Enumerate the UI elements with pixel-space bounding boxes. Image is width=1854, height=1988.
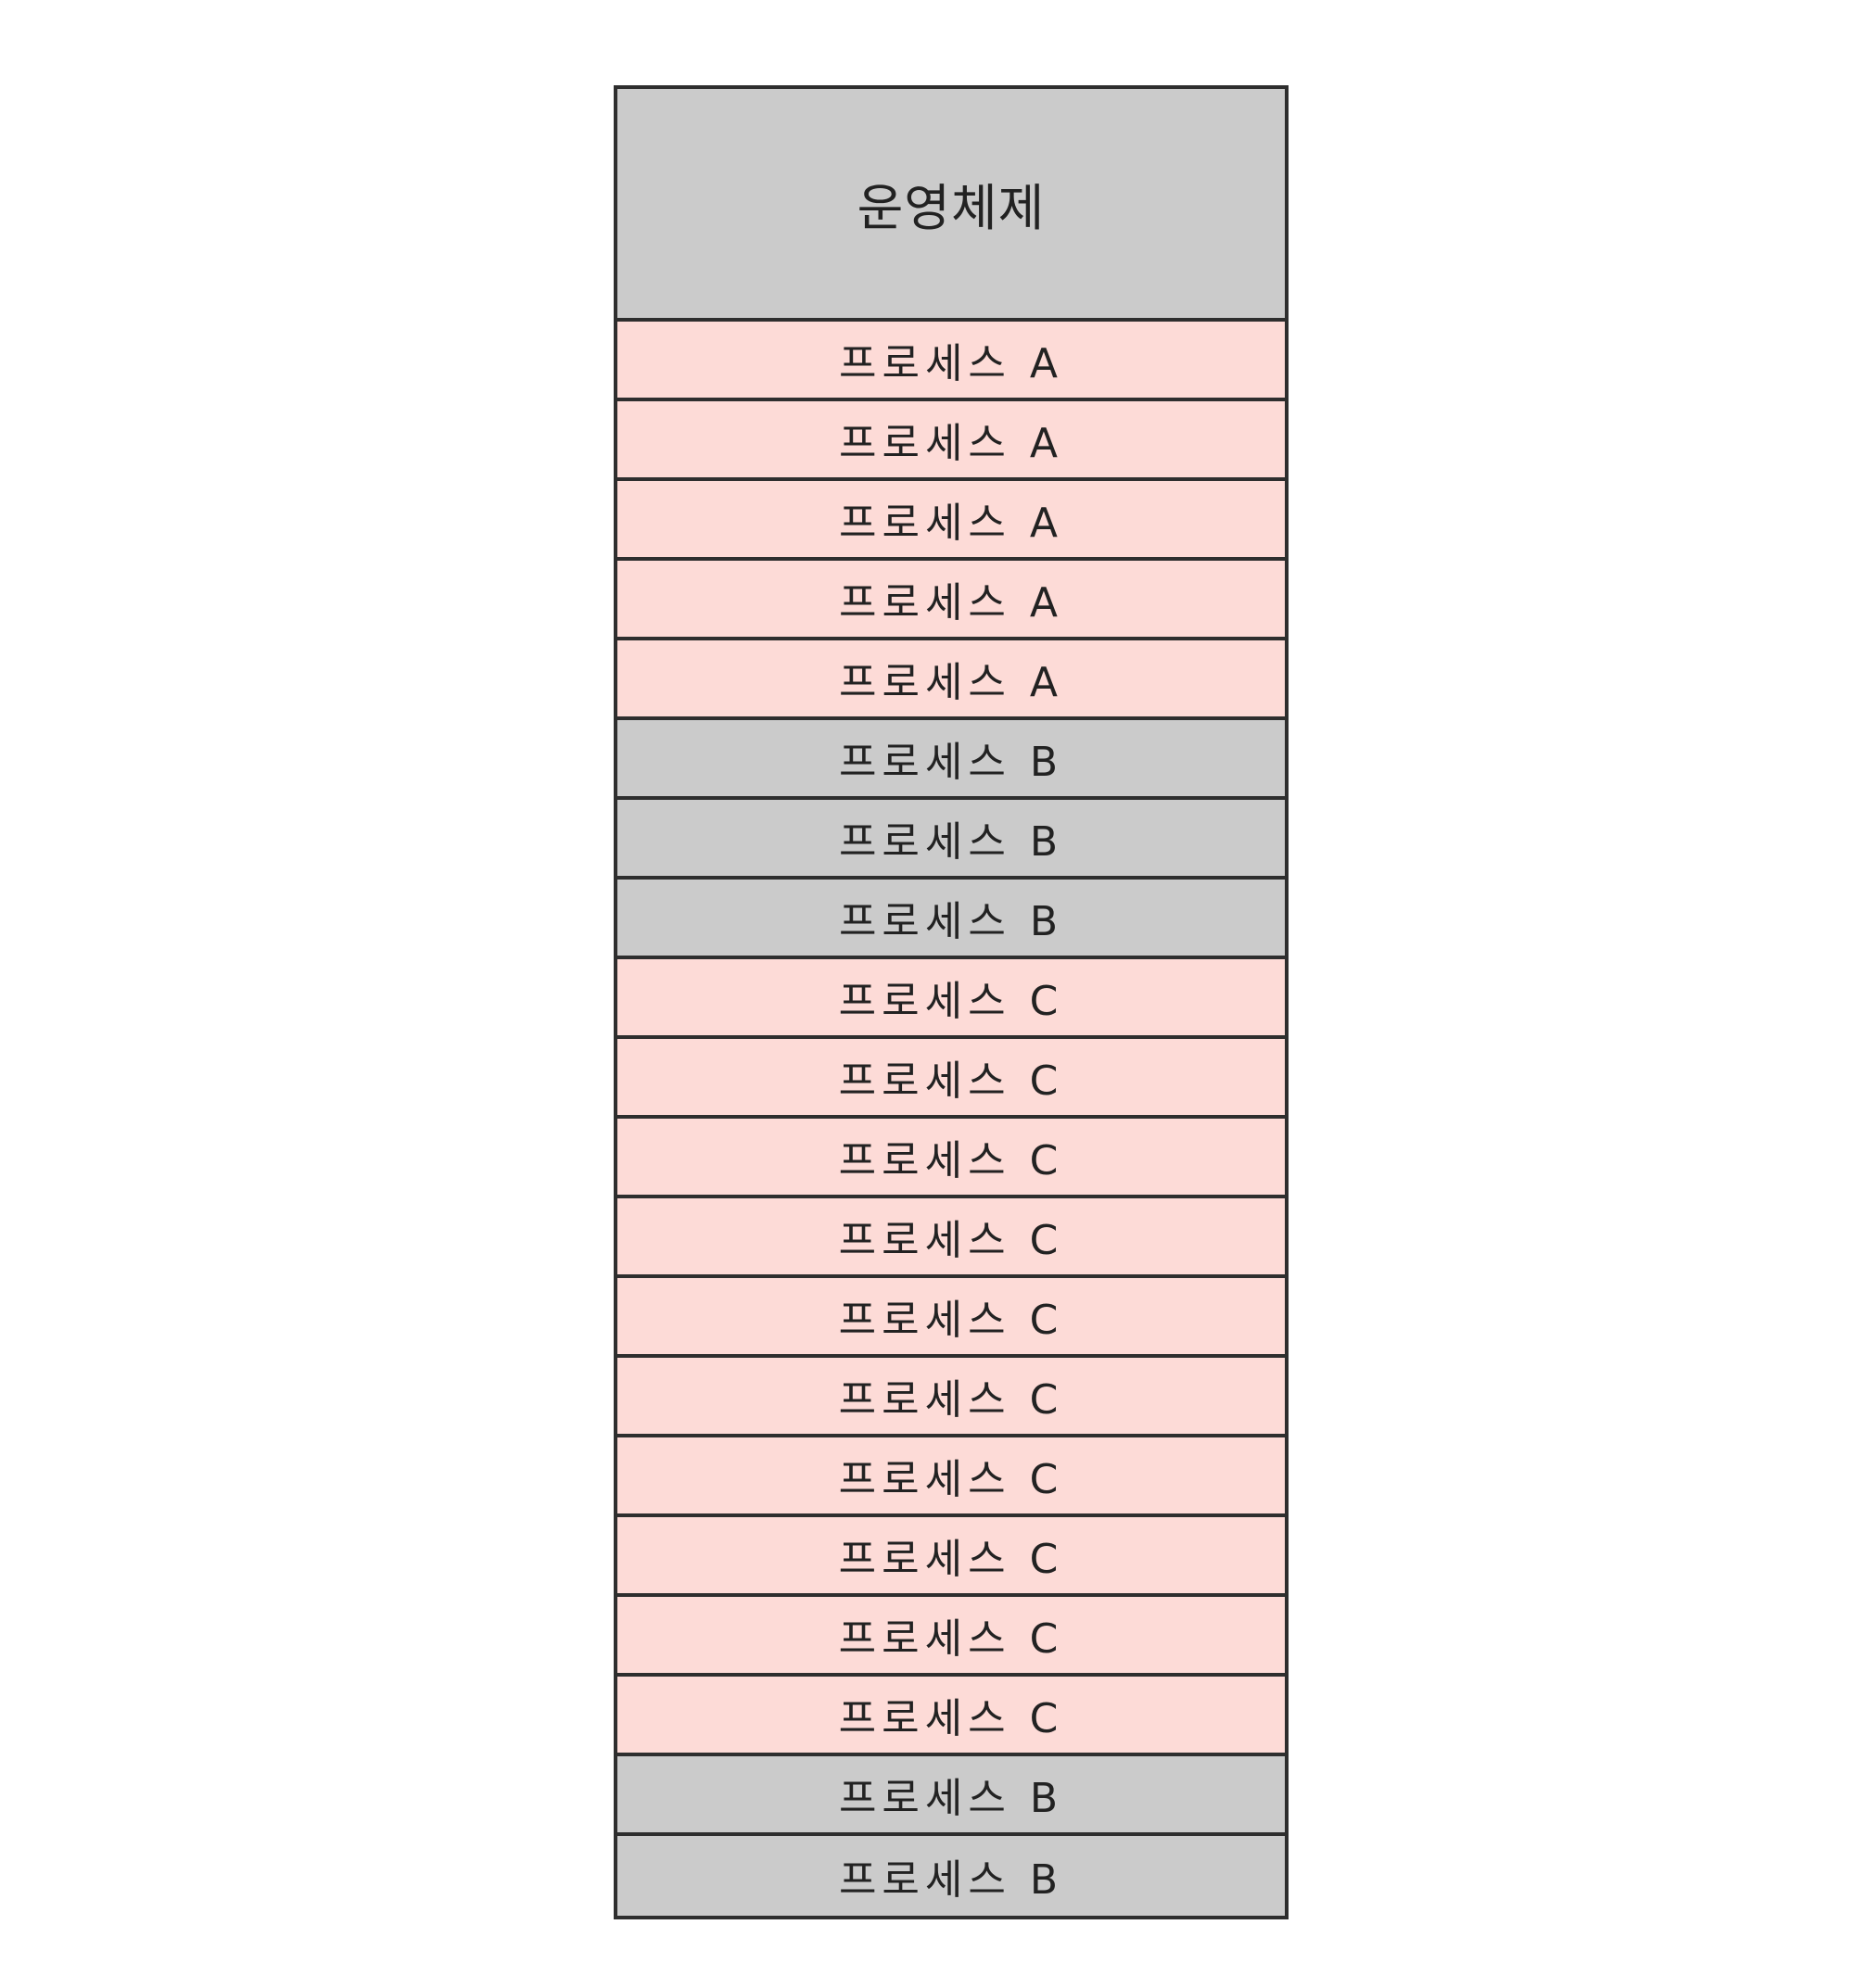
process-label: 프로세스 B (838, 1856, 1064, 1904)
process-label: 프로세스 A (838, 659, 1063, 706)
process-row-a: 프로세스 A (617, 561, 1285, 640)
process-row-c: 프로세스 C (617, 1119, 1285, 1198)
process-label: 프로세스 C (838, 1695, 1064, 1742)
process-label: 프로세스 B (838, 739, 1064, 786)
process-label: 프로세스 C (838, 1297, 1064, 1344)
process-row-c: 프로세스 C (617, 1597, 1285, 1677)
process-row-c: 프로세스 C (617, 1198, 1285, 1278)
process-label: 프로세스 A (838, 340, 1063, 387)
process-row-b: 프로세스 B (617, 1836, 1285, 1916)
process-row-a: 프로세스 A (617, 481, 1285, 561)
process-row-a: 프로세스 A (617, 401, 1285, 481)
process-row-c: 프로세스 C (617, 1358, 1285, 1437)
process-label: 프로세스 A (838, 500, 1063, 547)
process-label: 프로세스 C (838, 978, 1064, 1025)
process-label: 프로세스 A (838, 420, 1063, 467)
process-row-b: 프로세스 B (617, 1756, 1285, 1836)
memory-layout: 운영체제 프로세스 A 프로세스 A 프로세스 A 프로세스 A 프로세스 A 프로세스 … (614, 85, 1289, 1919)
os-block: 운영체제 (617, 89, 1285, 322)
process-label: 프로세스 C (838, 1137, 1064, 1184)
process-row-b: 프로세스 B (617, 720, 1285, 800)
process-label: 프로세스 A (838, 579, 1063, 627)
process-label: 프로세스 C (838, 1376, 1064, 1424)
process-row-a: 프로세스 A (617, 322, 1285, 401)
process-row-c: 프로세스 C (617, 1278, 1285, 1358)
process-label: 프로세스 B (838, 1775, 1064, 1822)
process-row-b: 프로세스 B (617, 880, 1285, 959)
process-row-c: 프로세스 C (617, 1677, 1285, 1756)
os-label: 운영체제 (857, 179, 1046, 237)
process-rows: 프로세스 A 프로세스 A 프로세스 A 프로세스 A 프로세스 A 프로세스 B 프로세스… (617, 322, 1285, 1916)
process-label: 프로세스 B (838, 898, 1064, 945)
process-row-c: 프로세스 C (617, 959, 1285, 1039)
process-row-a: 프로세스 A (617, 640, 1285, 720)
process-row-c: 프로세스 C (617, 1517, 1285, 1597)
process-row-c: 프로세스 C (617, 1437, 1285, 1517)
process-label: 프로세스 C (838, 1217, 1064, 1264)
process-row-c: 프로세스 C (617, 1039, 1285, 1119)
process-label: 프로세스 C (838, 1536, 1064, 1583)
process-label: 프로세스 C (838, 1057, 1064, 1105)
process-label: 프로세스 C (838, 1456, 1064, 1503)
process-label: 프로세스 C (838, 1615, 1064, 1663)
process-row-b: 프로세스 B (617, 800, 1285, 880)
process-label: 프로세스 B (838, 818, 1064, 866)
